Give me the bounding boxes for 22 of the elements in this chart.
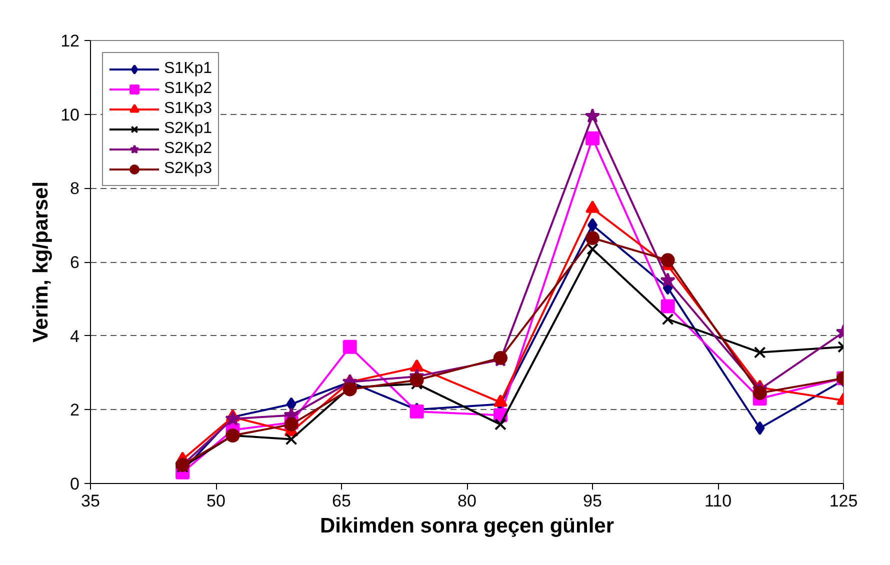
y-tick-label: 0: [70, 474, 80, 494]
legend-label: S2Kp1: [164, 120, 212, 138]
y-axis-title: Verim, kg/parsel: [30, 181, 53, 343]
legend-label: S2Kp2: [164, 140, 212, 158]
y-tick-label: 12: [60, 32, 80, 50]
legend-label: S1Kp2: [164, 80, 212, 98]
y-tick-label: 6: [70, 253, 80, 272]
x-tick-label: 125: [829, 492, 858, 510]
legend-label: S2Kp3: [164, 160, 212, 178]
y-tick-label: 8: [70, 179, 80, 198]
y-tick-label: 2: [70, 400, 80, 420]
x-tick-label: 110: [704, 492, 732, 510]
x-tick-label: 95: [583, 492, 602, 510]
x-tick-label: 80: [458, 492, 476, 510]
x-tick-label: 50: [206, 492, 226, 510]
x-tick-label: 35: [81, 492, 100, 510]
y-tick-label: 4: [70, 326, 80, 346]
x-axis-title: Dikimden sonra geçen günler: [320, 514, 614, 538]
x-tick-label: 65: [332, 492, 351, 510]
legend-label: S1Kp1: [164, 60, 212, 78]
y-tick-label: 10: [60, 105, 80, 124]
legend-label: S1Kp3: [164, 100, 212, 118]
